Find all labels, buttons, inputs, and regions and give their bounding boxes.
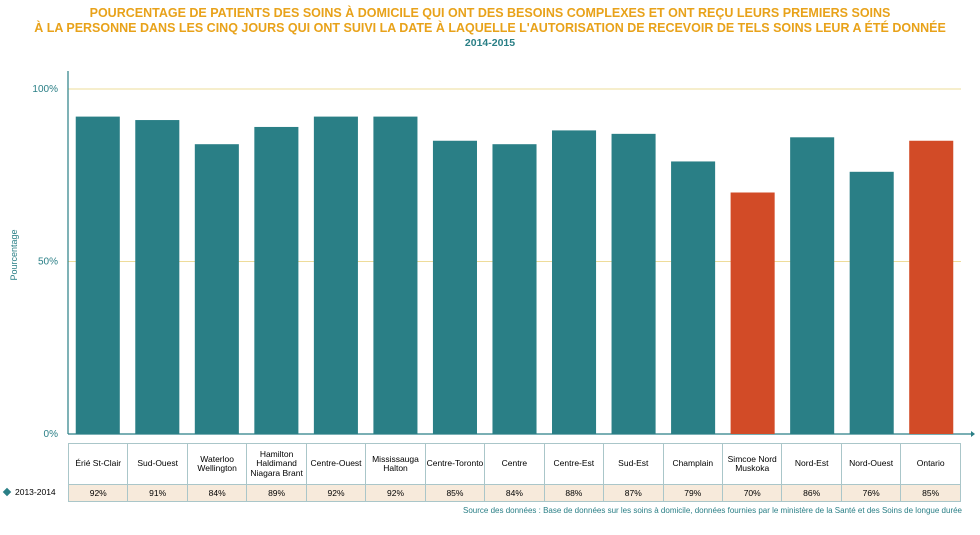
data-label: 79% bbox=[662, 484, 723, 502]
data-label: 85% bbox=[424, 484, 486, 502]
bar bbox=[552, 130, 597, 434]
category-label: Waterloo Wellington bbox=[186, 443, 248, 485]
data-label: 85% bbox=[900, 484, 961, 502]
bar bbox=[492, 144, 537, 434]
bar bbox=[671, 161, 716, 434]
bar bbox=[313, 116, 358, 434]
y-tick-label: 0% bbox=[44, 429, 59, 440]
chart-title: POURCENTAGE DE PATIENTS DES SOINS À DOMI… bbox=[89, 6, 891, 20]
value-row: 92% 91% 84% 89% 92% 92% 85% 84% 88% 87% 79% 70% 86% 7… bbox=[67, 484, 961, 502]
data-label: 84% bbox=[186, 484, 248, 502]
category-row: Érié St-Clair Sud-Ouest Waterloo Wellingto… bbox=[67, 443, 961, 485]
data-label: 88% bbox=[543, 484, 605, 502]
bar bbox=[432, 140, 477, 434]
category-label: Sud-Est bbox=[603, 443, 664, 485]
category-label: Ontario bbox=[900, 443, 961, 485]
data-label: 70% bbox=[721, 484, 783, 502]
category-label: Sud-Ouest bbox=[127, 443, 188, 485]
data-label: 89% bbox=[246, 484, 307, 502]
bar bbox=[135, 120, 180, 435]
y-tick-label: 100% bbox=[32, 84, 58, 95]
diamond-icon bbox=[2, 487, 12, 497]
x-axis-arrow bbox=[971, 431, 975, 437]
category-label: Simcoe Nord Muskoka bbox=[721, 443, 783, 485]
bar bbox=[75, 116, 120, 434]
legend-label: 2013-2014 bbox=[15, 487, 56, 497]
data-label: 84% bbox=[484, 484, 545, 502]
bar bbox=[373, 116, 418, 434]
category-label: Centre bbox=[484, 443, 545, 485]
bar bbox=[194, 144, 239, 434]
bar bbox=[849, 171, 894, 435]
legend: 2013-2014 bbox=[2, 487, 56, 497]
chart-subtitle: 2014-2015 bbox=[464, 37, 516, 49]
data-label: 87% bbox=[603, 484, 664, 502]
bar-chart: 0% 50% 100% bbox=[32, 71, 975, 440]
bar bbox=[790, 137, 835, 435]
data-label: 76% bbox=[840, 484, 902, 502]
data-label: 86% bbox=[781, 484, 842, 502]
bar bbox=[909, 140, 954, 434]
category-label: Champlain bbox=[662, 443, 723, 485]
category-label: Nord-Ouest bbox=[840, 443, 902, 485]
category-label: Mississauga Halton bbox=[365, 443, 426, 485]
data-label: 92% bbox=[365, 484, 426, 502]
source-note: Source des données : Base de données sur… bbox=[463, 506, 962, 515]
category-label: Centre-Est bbox=[543, 443, 605, 485]
data-label: 92% bbox=[305, 484, 367, 502]
chart-title-line2: À LA PERSONNE DANS LES CINQ JOURS QUI ON… bbox=[34, 21, 946, 35]
category-label: Centre-Ouest bbox=[305, 443, 367, 485]
bar bbox=[611, 133, 656, 434]
data-label: 92% bbox=[67, 484, 129, 502]
data-label: 91% bbox=[127, 484, 188, 502]
bar bbox=[730, 192, 775, 434]
bar bbox=[254, 126, 299, 434]
category-label: Nord-Est bbox=[781, 443, 842, 485]
category-label: Hamilton Haldimand Niagara Brant bbox=[246, 443, 307, 485]
y-tick-label: 50% bbox=[38, 257, 58, 268]
category-label: Centre-Toronto bbox=[424, 443, 486, 485]
data-table: Érié St-Clair Sud-Ouest Waterloo Wellingto… bbox=[67, 443, 961, 502]
category-label: Érié St-Clair bbox=[67, 443, 129, 485]
